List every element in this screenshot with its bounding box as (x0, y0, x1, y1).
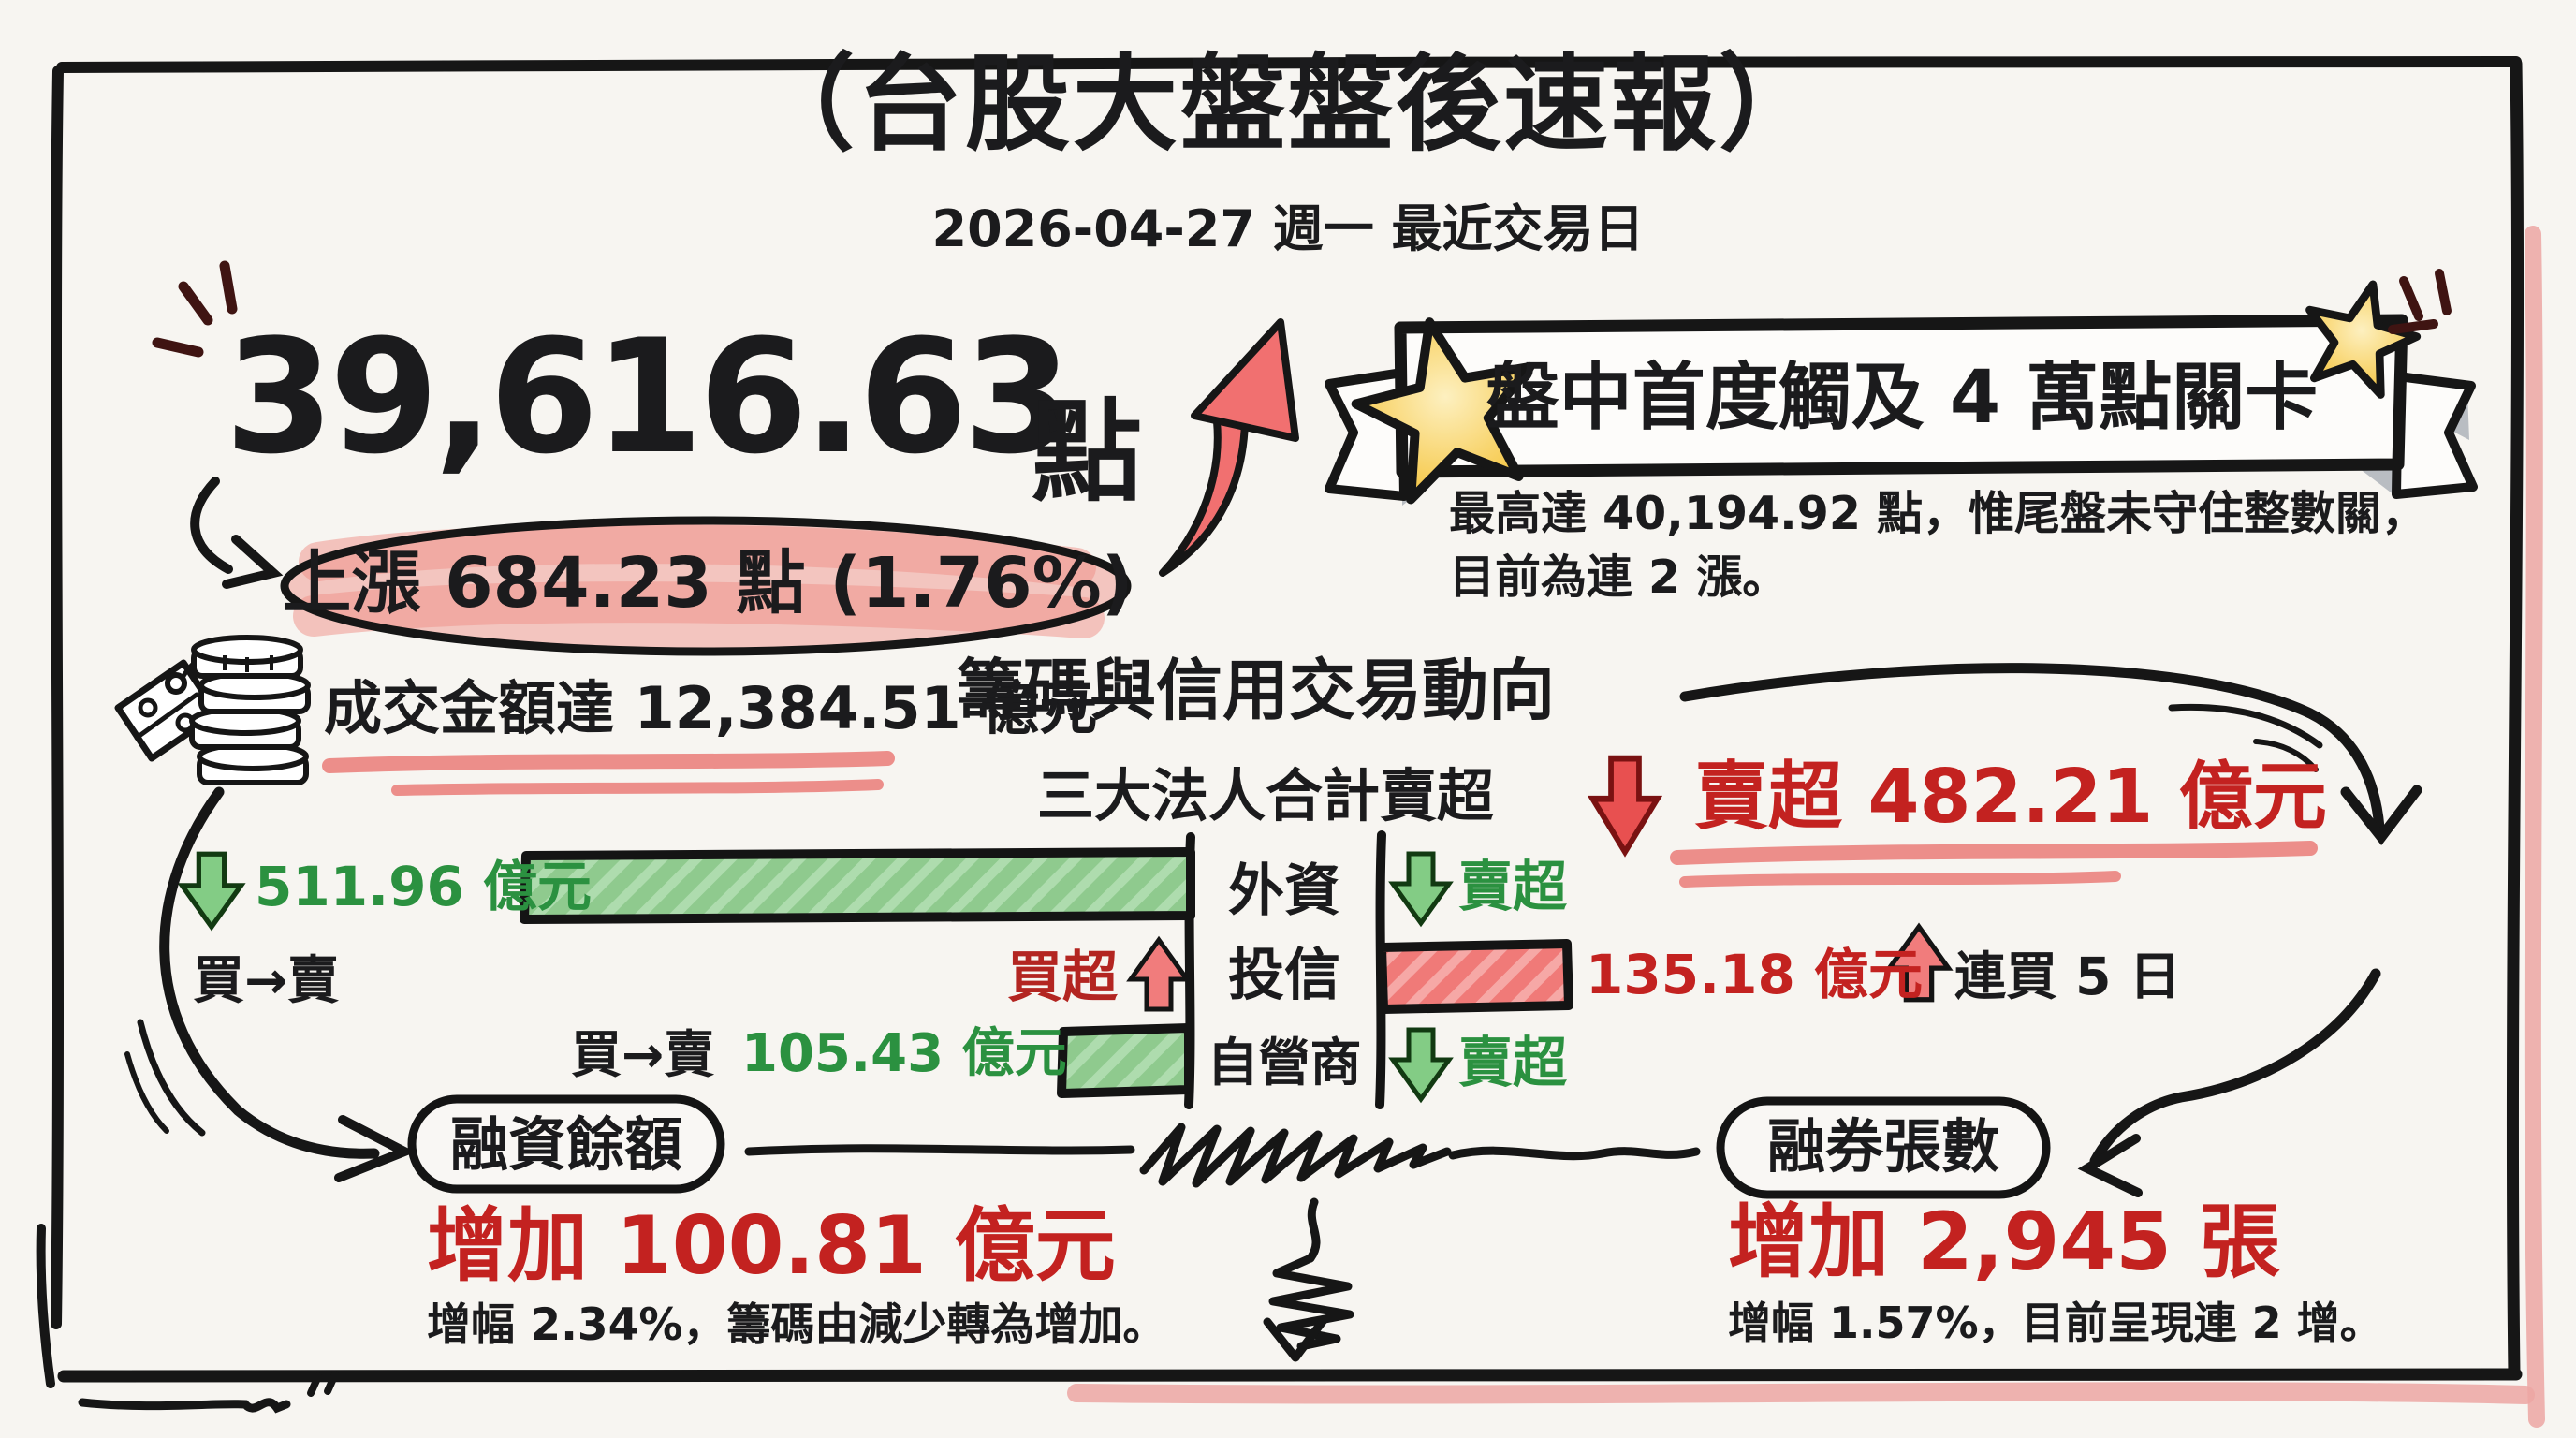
coil-arrow-down-icon (1263, 1197, 1354, 1362)
right-pink-shadow (2524, 226, 2545, 1428)
curve-arrow-right-down-icon (1679, 663, 2422, 845)
bar-foreign (520, 847, 1195, 924)
banner-spark-marks-icon (2388, 269, 2452, 334)
turnover-icon-group (114, 635, 311, 785)
frame-border (36, 56, 2525, 1414)
dealer-flow: 買→賣 (571, 1025, 715, 1084)
index-value: 39,616.63 (225, 305, 1073, 489)
bottom-pink-shadow (1067, 1382, 2535, 1404)
banner-title: 盤中首度觸及 4 萬點關卡 (1486, 356, 2319, 440)
margin-pill-label: 融資餘額 (449, 1110, 683, 1179)
category-trust: 投信 (1228, 943, 1340, 1008)
short-pill-label: 融券張數 (1766, 1112, 2000, 1181)
foreign-flow: 買→賣 (193, 950, 340, 1010)
index-unit: 點 (1032, 388, 1143, 517)
banner-star-right-icon (2305, 280, 2422, 399)
margin-note: 增幅 2.34%，籌碼由減少轉為增加。 (427, 1299, 1167, 1351)
frame-sketch-line (78, 1398, 291, 1414)
dealer-tag: 賣超 (1458, 1031, 1568, 1094)
trust-streak: 連買 5 日 (1954, 946, 2181, 1006)
foreign-tag: 賣超 (1458, 855, 1568, 918)
trust-buy-arrow-icon (1131, 940, 1187, 1009)
tag-percent-glyph: % (0, 0, 1, 1)
turnover-underline (322, 751, 895, 796)
margin-change: 增加 100.81 億元 (427, 1199, 1116, 1293)
category-foreign: 外資 (1228, 858, 1340, 924)
page-title: （台股大盤盤後速報） (750, 44, 1826, 166)
category-dealer: 自營商 (1207, 1033, 1362, 1093)
net-sell-value: 賣超 482.21 億元 (1694, 754, 2327, 840)
bar-trust (1377, 939, 1573, 1014)
banner-star-left-icon (1351, 317, 1535, 505)
turnover-text: 成交金額達 12,384.51 億元 (324, 674, 1098, 742)
trust-amount: 135.18 億元 (1586, 943, 1924, 1006)
banner-note-line2: 目前為連 2 漲。 (1449, 550, 1789, 604)
institutional-bar-chart (183, 830, 1949, 1109)
net-sell-underline (1670, 841, 2318, 888)
margin-pill-outline (407, 1094, 725, 1194)
foreign-sell-arrow-icon (183, 854, 242, 927)
coin-stack-icon (189, 635, 311, 785)
dealer-amount: 105.43 億元 (741, 1023, 1067, 1084)
net-sell-down-arrow-icon (1593, 758, 1658, 852)
short-change: 增加 2,945 張 (1728, 1196, 2280, 1289)
date-line: 2026-04-27 週一 最近交易日 (931, 199, 1645, 258)
change-highlight (280, 516, 1132, 656)
curve-arrow-left-icon (124, 786, 417, 1182)
index-up-arrow-icon (1159, 318, 1299, 577)
short-note: 增幅 1.57%，目前呈現連 2 增。 (1728, 1298, 2383, 1348)
bar-dealer (1057, 1023, 1193, 1098)
banner-note-line1: 最高達 40,194.92 點，惟尾盤未守住整數關， (1449, 487, 2428, 540)
banner-ribbon (1325, 269, 2478, 506)
dealer-tag-arrow-icon (1393, 1030, 1449, 1099)
trust-tag: 買超 (1007, 945, 1119, 1009)
foreign-tag-arrow-icon (1393, 854, 1449, 923)
spark-marks-icon (152, 260, 238, 358)
section-subtitle: 三大法人合計賣超 (1037, 763, 1495, 829)
curve-arrow-to-short-icon (2077, 968, 2381, 1197)
tick-marks (307, 1371, 339, 1397)
index-change: 上漲 684.23 點 (1.76%) (282, 543, 1134, 624)
short-pill-outline (1716, 1096, 2051, 1199)
foreign-amount: 511.96 億元 (255, 855, 593, 918)
divider-squiggle (744, 1123, 1701, 1188)
curve-arrow-to-change-icon (190, 477, 284, 589)
section-title: 籌碼與信用交易動向 (957, 652, 1556, 729)
